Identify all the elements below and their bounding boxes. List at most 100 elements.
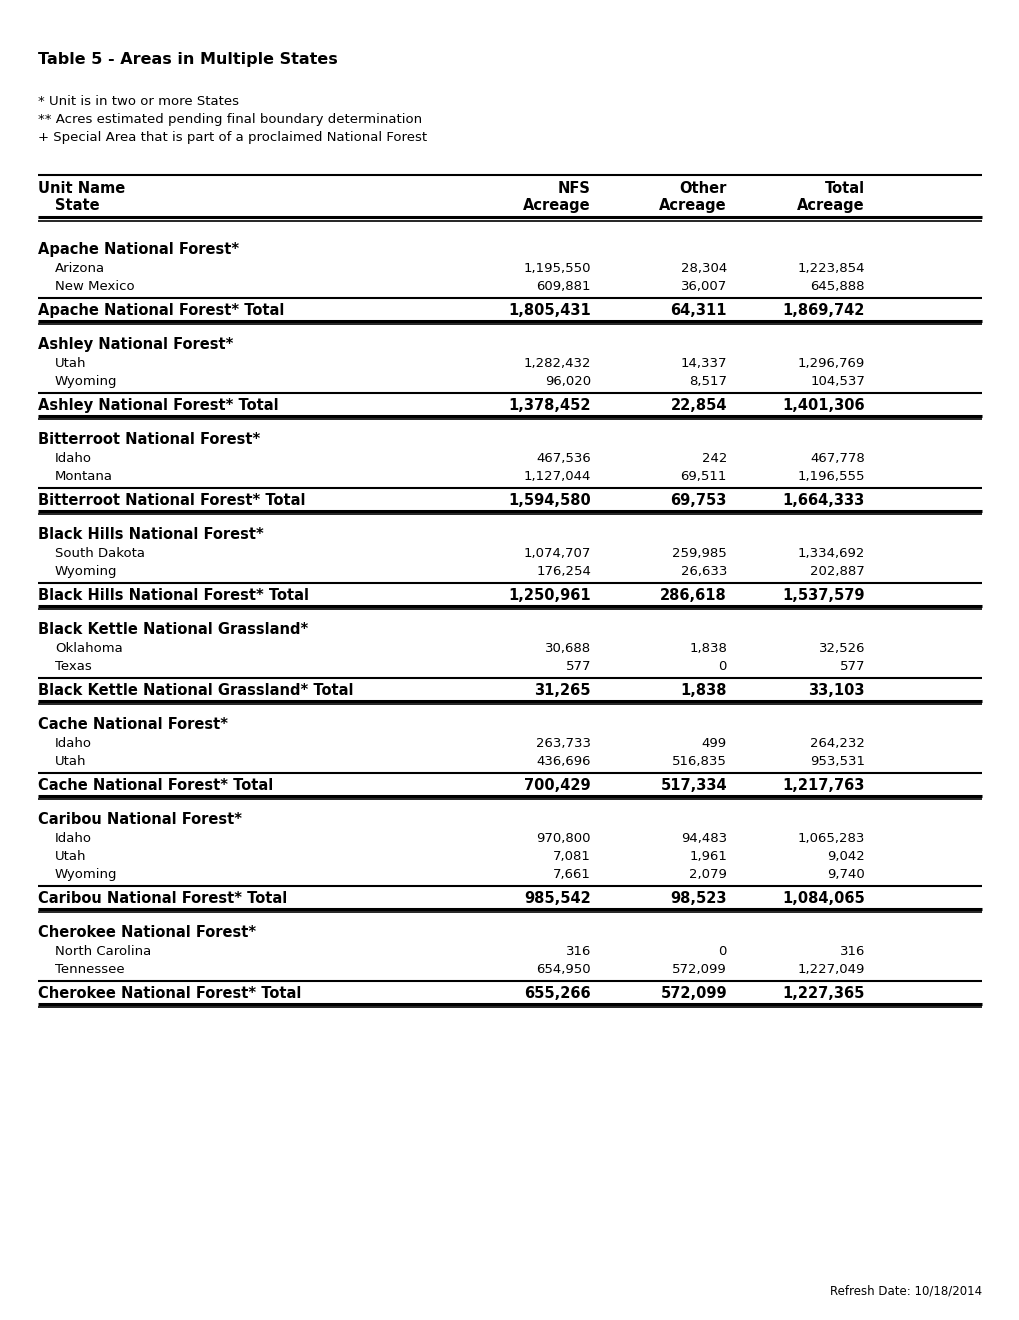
Text: 104,537: 104,537	[809, 375, 864, 388]
Text: 1,196,555: 1,196,555	[797, 470, 864, 483]
Text: Caribou National Forest* Total: Caribou National Forest* Total	[38, 891, 287, 906]
Text: 316: 316	[566, 945, 590, 958]
Text: 1,334,692: 1,334,692	[797, 546, 864, 560]
Text: 1,805,431: 1,805,431	[507, 304, 590, 318]
Text: Idaho: Idaho	[55, 737, 92, 750]
Text: State: State	[55, 198, 100, 213]
Text: 953,531: 953,531	[809, 755, 864, 768]
Text: Acreage: Acreage	[523, 198, 590, 213]
Text: 7,661: 7,661	[552, 869, 590, 880]
Text: 96,020: 96,020	[544, 375, 590, 388]
Text: Caribou National Forest*: Caribou National Forest*	[38, 812, 242, 828]
Text: Wyoming: Wyoming	[55, 375, 117, 388]
Text: Ashley National Forest*: Ashley National Forest*	[38, 337, 233, 352]
Text: 264,232: 264,232	[809, 737, 864, 750]
Text: 1,664,333: 1,664,333	[782, 492, 864, 508]
Text: 1,282,432: 1,282,432	[523, 356, 590, 370]
Text: 1,838: 1,838	[680, 682, 727, 698]
Text: Refresh Date: 10/18/2014: Refresh Date: 10/18/2014	[829, 1284, 981, 1298]
Text: 654,950: 654,950	[536, 964, 590, 975]
Text: 36,007: 36,007	[680, 280, 727, 293]
Text: 28,304: 28,304	[680, 261, 727, 275]
Text: 64,311: 64,311	[669, 304, 727, 318]
Text: 98,523: 98,523	[669, 891, 727, 906]
Text: 22,854: 22,854	[669, 399, 727, 413]
Text: 32,526: 32,526	[817, 642, 864, 655]
Text: Black Hills National Forest* Total: Black Hills National Forest* Total	[38, 587, 309, 603]
Text: 1,961: 1,961	[689, 850, 727, 863]
Text: 286,618: 286,618	[659, 587, 727, 603]
Text: * Unit is in two or more States: * Unit is in two or more States	[38, 95, 238, 108]
Text: 970,800: 970,800	[536, 832, 590, 845]
Text: 499: 499	[701, 737, 727, 750]
Text: 202,887: 202,887	[809, 565, 864, 578]
Text: 242: 242	[701, 451, 727, 465]
Text: Montana: Montana	[55, 470, 113, 483]
Text: 1,838: 1,838	[689, 642, 727, 655]
Text: Bitterroot National Forest*: Bitterroot National Forest*	[38, 432, 260, 447]
Text: 69,753: 69,753	[669, 492, 727, 508]
Text: 655,266: 655,266	[524, 986, 590, 1001]
Text: Wyoming: Wyoming	[55, 869, 117, 880]
Text: 1,084,065: 1,084,065	[782, 891, 864, 906]
Text: 1,378,452: 1,378,452	[508, 399, 590, 413]
Text: 1,195,550: 1,195,550	[523, 261, 590, 275]
Text: 572,099: 572,099	[659, 986, 727, 1001]
Text: Texas: Texas	[55, 660, 92, 673]
Text: 30,688: 30,688	[544, 642, 590, 655]
Text: Cache National Forest* Total: Cache National Forest* Total	[38, 777, 273, 793]
Text: 572,099: 572,099	[672, 964, 727, 975]
Text: 316: 316	[839, 945, 864, 958]
Text: 1,401,306: 1,401,306	[782, 399, 864, 413]
Text: Tennessee: Tennessee	[55, 964, 124, 975]
Text: Idaho: Idaho	[55, 451, 92, 465]
Text: Black Hills National Forest*: Black Hills National Forest*	[38, 527, 264, 543]
Text: 1,223,854: 1,223,854	[797, 261, 864, 275]
Text: Apache National Forest*: Apache National Forest*	[38, 242, 238, 257]
Text: 1,217,763: 1,217,763	[782, 777, 864, 793]
Text: 0: 0	[718, 660, 727, 673]
Text: 0: 0	[718, 945, 727, 958]
Text: Cache National Forest*: Cache National Forest*	[38, 717, 228, 733]
Text: 1,537,579: 1,537,579	[782, 587, 864, 603]
Text: 1,296,769: 1,296,769	[797, 356, 864, 370]
Text: Other: Other	[679, 181, 727, 195]
Text: Cherokee National Forest* Total: Cherokee National Forest* Total	[38, 986, 301, 1001]
Text: New Mexico: New Mexico	[55, 280, 135, 293]
Text: 645,888: 645,888	[810, 280, 864, 293]
Text: 9,042: 9,042	[826, 850, 864, 863]
Text: 1,250,961: 1,250,961	[507, 587, 590, 603]
Text: 7,081: 7,081	[552, 850, 590, 863]
Text: 700,429: 700,429	[524, 777, 590, 793]
Text: Bitterroot National Forest* Total: Bitterroot National Forest* Total	[38, 492, 306, 508]
Text: 1,227,365: 1,227,365	[782, 986, 864, 1001]
Text: ** Acres estimated pending final boundary determination: ** Acres estimated pending final boundar…	[38, 114, 422, 125]
Text: Black Kettle National Grassland*: Black Kettle National Grassland*	[38, 622, 308, 638]
Text: Table 5 - Areas in Multiple States: Table 5 - Areas in Multiple States	[38, 51, 337, 67]
Text: 1,074,707: 1,074,707	[523, 546, 590, 560]
Text: Oklahoma: Oklahoma	[55, 642, 122, 655]
Text: 9,740: 9,740	[826, 869, 864, 880]
Text: Utah: Utah	[55, 850, 87, 863]
Text: Black Kettle National Grassland* Total: Black Kettle National Grassland* Total	[38, 682, 354, 698]
Text: Acreage: Acreage	[797, 198, 864, 213]
Text: 1,065,283: 1,065,283	[797, 832, 864, 845]
Text: Total: Total	[824, 181, 864, 195]
Text: 516,835: 516,835	[672, 755, 727, 768]
Text: 263,733: 263,733	[535, 737, 590, 750]
Text: 1,227,049: 1,227,049	[797, 964, 864, 975]
Text: Apache National Forest* Total: Apache National Forest* Total	[38, 304, 284, 318]
Text: 176,254: 176,254	[536, 565, 590, 578]
Text: 94,483: 94,483	[681, 832, 727, 845]
Text: 69,511: 69,511	[680, 470, 727, 483]
Text: North Carolina: North Carolina	[55, 945, 151, 958]
Text: 31,265: 31,265	[534, 682, 590, 698]
Text: 985,542: 985,542	[524, 891, 590, 906]
Text: Utah: Utah	[55, 356, 87, 370]
Text: 609,881: 609,881	[536, 280, 590, 293]
Text: 8,517: 8,517	[688, 375, 727, 388]
Text: 467,536: 467,536	[536, 451, 590, 465]
Text: 14,337: 14,337	[680, 356, 727, 370]
Text: 2,079: 2,079	[689, 869, 727, 880]
Text: + Special Area that is part of a proclaimed National Forest: + Special Area that is part of a proclai…	[38, 131, 427, 144]
